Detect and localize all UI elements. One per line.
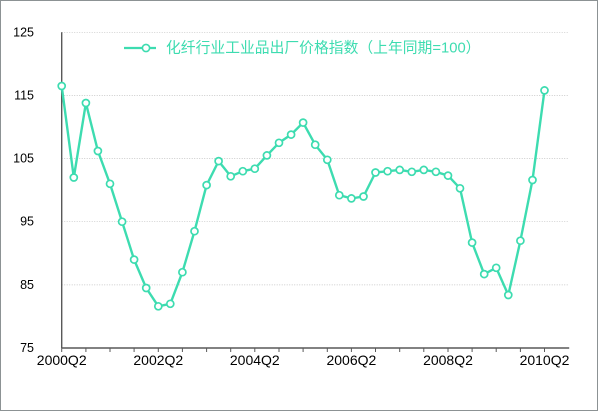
svg-text:125: 125 (13, 25, 34, 39)
svg-text:2002Q2: 2002Q2 (133, 352, 183, 368)
svg-text:2004Q2: 2004Q2 (230, 352, 280, 368)
svg-text:95: 95 (20, 215, 34, 229)
svg-text:2000Q2: 2000Q2 (37, 352, 87, 368)
svg-text:化纤行业工业品出厂价格指数（上年同期=100）: 化纤行业工业品出厂价格指数（上年同期=100） (166, 40, 480, 57)
svg-text:115: 115 (14, 88, 34, 102)
svg-text:2008Q2: 2008Q2 (423, 352, 473, 368)
svg-text:75: 75 (20, 341, 34, 355)
svg-text:2010Q2: 2010Q2 (520, 352, 570, 368)
svg-text:85: 85 (20, 278, 34, 292)
svg-text:2006Q2: 2006Q2 (326, 352, 376, 368)
svg-text:105: 105 (13, 152, 34, 166)
